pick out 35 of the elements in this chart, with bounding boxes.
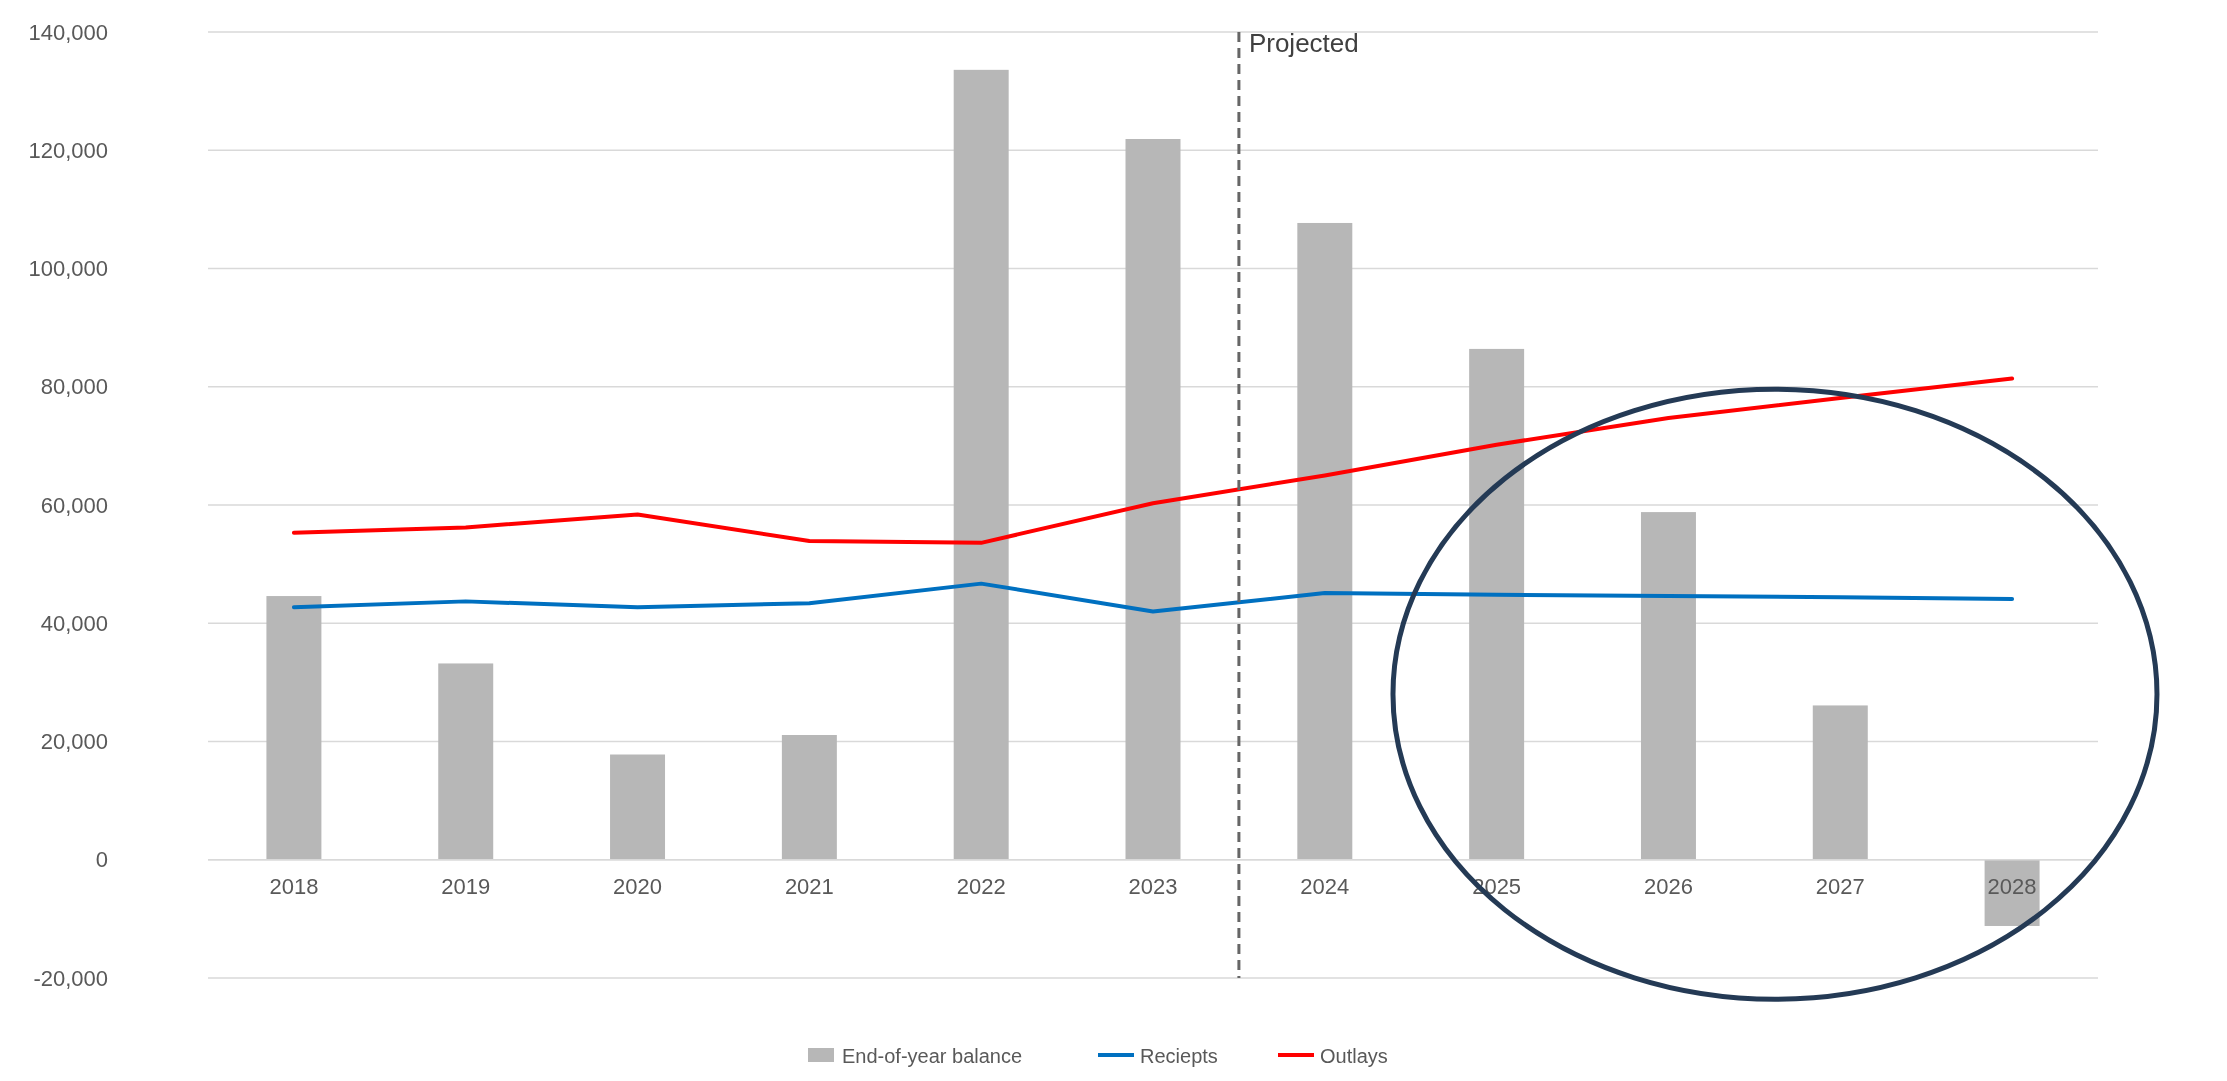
bar [610, 754, 666, 860]
x-tick-label: 2018 [269, 873, 319, 899]
x-tick-label: 2028 [1987, 873, 2037, 899]
legend-label: End-of-year balance [842, 1045, 1023, 1067]
y-tick-label: 20,000 [40, 729, 108, 755]
y-tick-label: 120,000 [28, 137, 108, 163]
x-tick-label: 2021 [784, 873, 834, 899]
x-tick-label: 2023 [1128, 873, 1178, 899]
x-tick-label: 2019 [441, 873, 491, 899]
y-tick-label: 0 [95, 847, 108, 873]
bar [781, 735, 837, 860]
bar [1812, 705, 1868, 860]
y-tick-label: -20,000 [33, 965, 108, 991]
line-series [291, 581, 2015, 614]
x-tick-label: 2020 [613, 873, 663, 899]
bar [1125, 139, 1181, 860]
x-tick-label: 2027 [1815, 873, 1865, 899]
bar [953, 69, 1009, 860]
line-series [291, 376, 2015, 545]
bar [1640, 512, 1696, 860]
y-tick-label: 40,000 [40, 610, 108, 636]
bar [266, 596, 322, 860]
x-tick-label: 2022 [956, 873, 1006, 899]
ref-line-label: Projected [1248, 28, 1359, 58]
y-tick-label: 80,000 [40, 374, 108, 400]
bar [1469, 348, 1525, 860]
y-tick-label: 140,000 [28, 19, 108, 45]
bar [1297, 222, 1353, 860]
legend-label: Outlays [1320, 1045, 1388, 1067]
bar [438, 663, 494, 860]
y-tick-label: 60,000 [40, 492, 108, 518]
legend-label: Reciepts [1140, 1045, 1218, 1067]
x-tick-label: 2026 [1643, 873, 1693, 899]
y-tick-label: 100,000 [28, 256, 108, 282]
x-tick-label: 2024 [1300, 873, 1350, 899]
